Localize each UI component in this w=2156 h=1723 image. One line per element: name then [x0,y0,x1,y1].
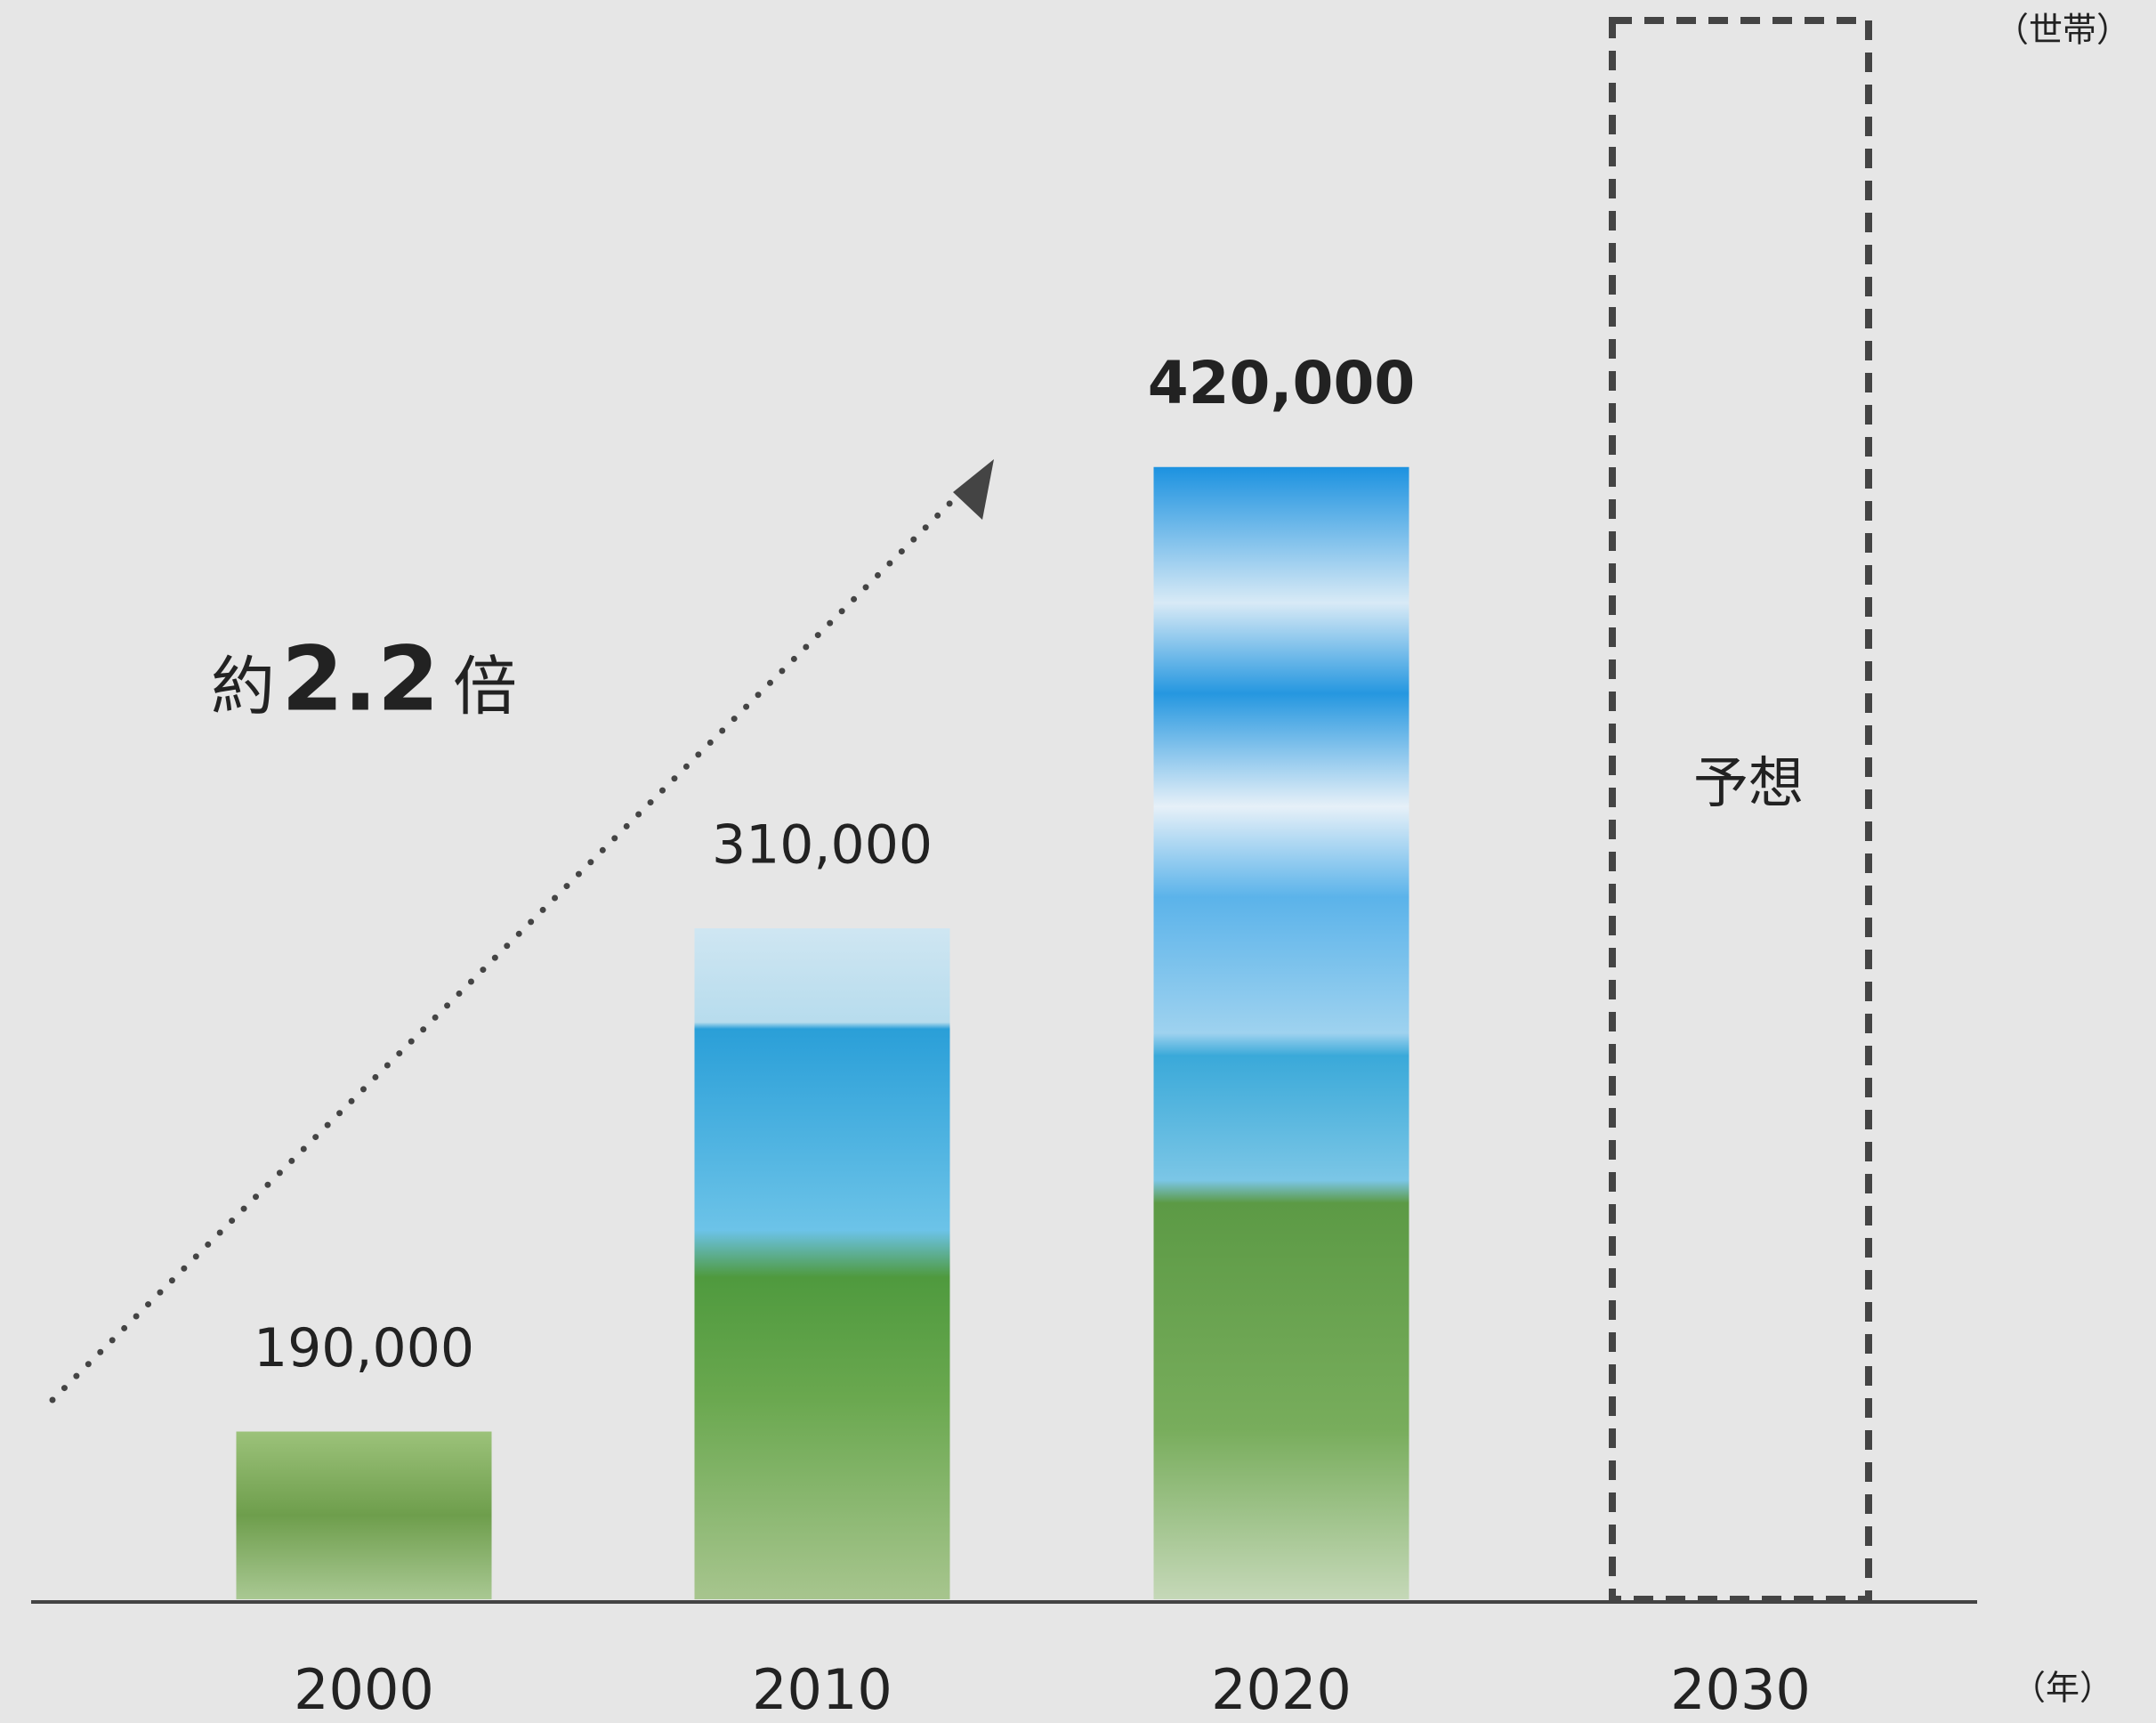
multiplier: 2.2 [281,627,439,731]
forecast-box [1609,17,1872,1603]
value-label: 420,000 [1148,349,1416,417]
x-tick-label: 2020 [1211,1657,1352,1722]
y-unit: （世帯） [1995,11,2130,50]
x-tick-label: 2030 [1670,1657,1811,1722]
multiplier-suffix: 倍 [453,650,517,724]
x-tick-label: 2010 [752,1657,892,1722]
x-unit: （年） [2012,1669,2113,1708]
value-label: 190,000 [254,1317,474,1379]
forecast-label: 予想 [1693,750,1804,815]
value-label: 310,000 [712,814,933,877]
multiplier-prefix: 約 [211,650,275,724]
trend-arrow [49,484,969,1403]
arrow-head [953,459,994,520]
bar [694,928,950,1599]
bar [236,1431,492,1599]
x-tick-label: 2000 [294,1657,434,1722]
bar [1153,466,1409,1599]
